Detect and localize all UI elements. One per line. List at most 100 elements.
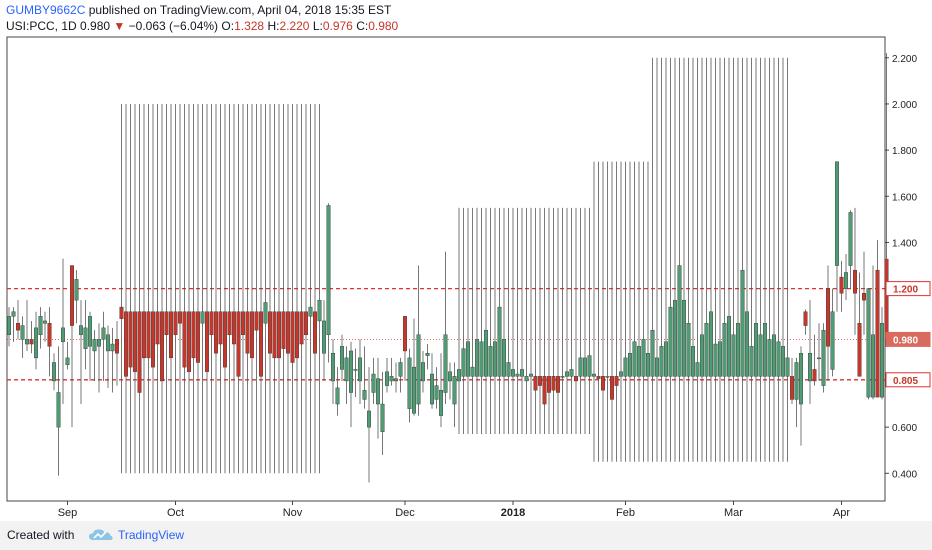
candle-body (821, 329, 826, 386)
x-tick-label: Sep (58, 507, 78, 519)
candle-body (259, 311, 264, 377)
candle (218, 103, 223, 474)
candle (105, 325, 110, 388)
candle-body (299, 311, 304, 345)
candle-body (362, 389, 367, 400)
candle-body (520, 369, 525, 377)
candle-body (331, 353, 336, 382)
tradingview-cloud-icon[interactable] (88, 527, 114, 543)
candle-body (236, 311, 241, 377)
candle-body (119, 306, 124, 319)
created-with-text: Created with (7, 528, 75, 542)
x-tick-label: Feb (616, 507, 635, 519)
tradingview-link[interactable]: TradingView (118, 528, 185, 542)
candle (587, 207, 592, 435)
candle-body (74, 279, 79, 301)
candle-body (704, 323, 709, 377)
candle-body (286, 311, 291, 354)
candle-body (159, 311, 164, 382)
candle (29, 320, 34, 354)
candle-body (52, 362, 57, 382)
low-label: L: (312, 19, 323, 33)
candle (695, 57, 700, 462)
candle (34, 311, 39, 370)
candle-body (862, 293, 867, 301)
candle (812, 334, 817, 386)
candle-body (47, 323, 52, 347)
candle (65, 341, 70, 370)
candle (542, 207, 547, 435)
candle (340, 334, 345, 381)
candle (583, 207, 588, 435)
candle-body (128, 311, 133, 368)
x-tick-label: Nov (283, 507, 303, 519)
candle-body (448, 371, 453, 382)
y-tick-label: 1.600 (892, 192, 917, 203)
y-tick-label: 2.200 (892, 54, 917, 65)
candle (556, 207, 561, 435)
candle (430, 353, 435, 409)
candle (16, 300, 21, 340)
price-label-box (885, 331, 931, 347)
candle (263, 103, 268, 474)
candle-body (475, 339, 480, 377)
candle-body (511, 369, 516, 377)
candle (245, 103, 250, 474)
candle (790, 357, 795, 405)
candle (213, 103, 218, 474)
candle (272, 103, 277, 474)
candle-body (506, 362, 511, 377)
candle (848, 210, 853, 289)
candle-body (304, 311, 309, 335)
candle-body (78, 325, 83, 335)
candle-body (790, 376, 795, 400)
candle-body (817, 357, 822, 360)
candle-body (6, 316, 11, 335)
candle (533, 207, 538, 435)
candle (776, 57, 781, 462)
last-price: 0.980 (80, 19, 111, 33)
candle-body (515, 373, 520, 377)
x-tick-label: Mar (724, 507, 743, 519)
candle (277, 103, 282, 474)
high-value: 2.220 (279, 19, 310, 33)
candle (191, 103, 196, 474)
candle-body (403, 316, 408, 352)
candle (470, 207, 475, 435)
candle (754, 57, 759, 462)
candle-body (637, 346, 642, 377)
candle (186, 103, 191, 474)
candle (353, 348, 358, 398)
candle-body (826, 288, 831, 347)
candle-body (853, 269, 858, 294)
candle (362, 346, 367, 409)
candle (128, 103, 133, 474)
candle (808, 300, 813, 405)
candle-body (524, 376, 529, 382)
candle-body (65, 357, 70, 366)
price-chart[interactable]: 2.2002.0001.8001.6001.4000.8000.6000.400… (0, 0, 932, 521)
candle (78, 300, 83, 405)
candle (493, 207, 498, 435)
candle (38, 307, 43, 349)
candle (43, 311, 48, 342)
candle (150, 103, 155, 474)
candle (259, 103, 264, 474)
candle (686, 57, 691, 462)
candle-body (222, 311, 227, 368)
candle (673, 57, 678, 462)
candle-body (700, 334, 705, 377)
candle-body (344, 357, 349, 382)
author-link[interactable]: GUMBY9662C (6, 3, 86, 17)
candle (56, 346, 61, 476)
candle-body (101, 327, 106, 340)
candle-body (439, 389, 444, 416)
candle-body (871, 334, 876, 398)
candle-body (398, 362, 403, 377)
candle-body (641, 339, 646, 377)
candle-body (29, 339, 34, 345)
candle (443, 251, 448, 405)
y-tick-label: 0.600 (892, 423, 917, 434)
candle-body (574, 376, 579, 382)
candle (830, 288, 835, 377)
